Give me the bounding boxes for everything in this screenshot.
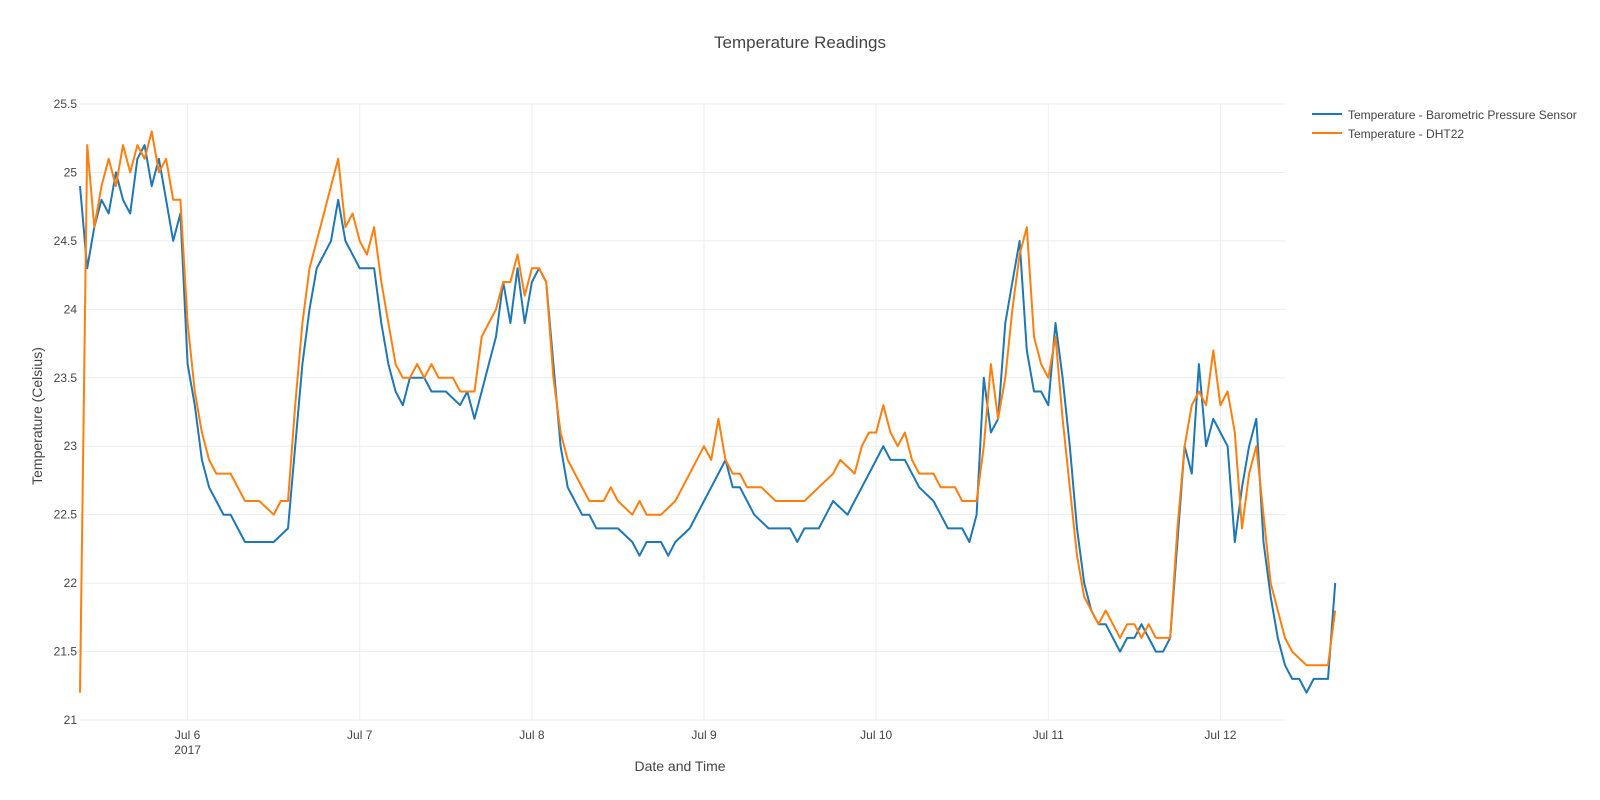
- x-tick-label: Jul 9: [691, 728, 717, 742]
- legend-item-barometric[interactable]: Temperature - Barometric Pressure Sensor: [1312, 108, 1577, 122]
- y-tick-label: 23: [64, 439, 78, 453]
- legend-label-barometric: Temperature - Barometric Pressure Sensor: [1348, 108, 1577, 122]
- y-tick-label: 25: [64, 165, 78, 179]
- x-tick-label: Jul 8: [519, 728, 545, 742]
- x-tick-label: Jul 10: [860, 728, 892, 742]
- y-tick-label: 21.5: [54, 645, 78, 659]
- y-tick-label: 22.5: [54, 508, 78, 522]
- legend[interactable]: Temperature - Barometric Pressure Sensor…: [1312, 108, 1577, 141]
- y-axis-label: Temperature (Celsius): [29, 347, 45, 485]
- y-tick-label: 24.5: [54, 234, 78, 248]
- legend-label-dht22: Temperature - DHT22: [1348, 127, 1464, 141]
- series-line-dht22: [79, 130, 1337, 693]
- y-tick-label: 24: [64, 302, 78, 316]
- chart-title: Temperature Readings: [714, 33, 886, 52]
- x-tick-year-label: 2017: [174, 743, 201, 757]
- x-axis-label: Date and Time: [634, 758, 725, 774]
- x-tick-label: Jul 12: [1204, 728, 1236, 742]
- y-tick-label: 23.5: [54, 371, 78, 385]
- y-tick-label: 21: [64, 713, 78, 727]
- y-tick-label: 22: [64, 576, 78, 590]
- series-lines: [79, 130, 1337, 694]
- x-tick-label: Jul 11: [1033, 728, 1064, 742]
- legend-item-dht22[interactable]: Temperature - DHT22: [1312, 127, 1464, 141]
- x-tick-label: Jul 7: [347, 728, 373, 742]
- x-tick-label: Jul 6: [175, 728, 201, 742]
- gridlines: [80, 103, 1285, 721]
- y-tick-label: 25.5: [54, 97, 78, 111]
